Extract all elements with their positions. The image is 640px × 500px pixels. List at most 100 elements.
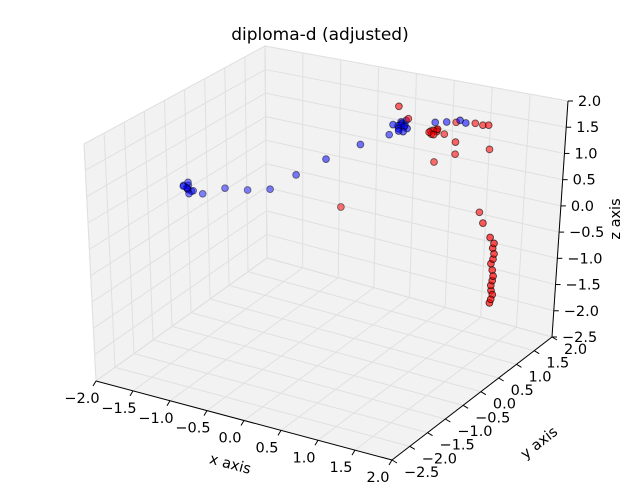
x-tick-label: −1.0 <box>138 411 173 427</box>
z-grid-line <box>86 92 266 198</box>
y-tick-label: −0.5 <box>475 410 510 426</box>
z-grid-line <box>91 186 267 303</box>
data-point <box>183 183 191 192</box>
y-axis-line <box>391 336 553 461</box>
z-grid-line <box>266 186 558 259</box>
data-point <box>184 185 192 194</box>
z-tick-label: −0.5 <box>569 225 604 241</box>
z-tick-label: 1.0 <box>574 146 597 162</box>
z-axis-line <box>551 100 569 338</box>
x-tick-label: −0.5 <box>175 421 210 437</box>
y-tick <box>445 418 451 423</box>
data-point <box>429 130 438 139</box>
data-point <box>490 239 498 248</box>
z-grid-line <box>265 116 563 181</box>
y-grid-line <box>204 78 211 300</box>
x-grid-line <box>409 73 417 298</box>
y-grid-line <box>209 298 499 379</box>
tick-marks <box>92 100 573 466</box>
data-point <box>243 186 252 194</box>
data-point <box>404 114 413 123</box>
x-tick-label: 0.0 <box>218 431 241 447</box>
y-grid-line <box>163 100 173 327</box>
data-point <box>394 127 403 135</box>
data-point <box>486 295 495 304</box>
y-grid-line <box>83 143 97 382</box>
scatter-points <box>179 102 498 307</box>
z-grid-line <box>265 139 561 207</box>
data-point <box>292 171 300 179</box>
x-grid-line <box>169 277 339 402</box>
x-grid-line <box>243 297 410 421</box>
data-point <box>322 155 330 163</box>
y-grid-line <box>228 284 517 365</box>
data-point <box>221 184 229 193</box>
y-tick-label: 0.5 <box>511 383 534 399</box>
z-grid-line <box>266 257 553 338</box>
x-tick-label: 1.0 <box>292 450 315 466</box>
data-point <box>451 150 459 159</box>
x-grid-line <box>354 326 517 451</box>
x-grid-line <box>132 267 303 392</box>
chart-title: diploma-d (adjusted) <box>231 25 408 45</box>
y-tick <box>409 445 416 450</box>
x-tick <box>314 439 319 446</box>
y-tick-label: −1.5 <box>440 438 475 454</box>
z-tick-label: −2.0 <box>564 304 599 320</box>
x-tick <box>351 449 356 456</box>
y-grid-line <box>114 366 410 447</box>
data-point <box>356 140 365 149</box>
x-tick <box>388 459 393 466</box>
data-point <box>395 102 403 111</box>
data-point <box>440 130 449 138</box>
z-grid-line <box>266 210 556 286</box>
y-tick-label: 1.0 <box>528 369 551 385</box>
y-grid-line <box>224 67 230 286</box>
z-tick-label: 0.5 <box>573 173 596 189</box>
x-tick-label: −2.0 <box>64 391 99 407</box>
x-tick <box>240 420 245 426</box>
x-tick <box>203 410 208 416</box>
z-grid-line <box>266 233 554 312</box>
data-point <box>385 130 394 139</box>
y-grid-line <box>143 111 154 341</box>
data-point <box>430 158 438 166</box>
z-grid-line <box>265 69 567 128</box>
data-point <box>471 119 480 128</box>
data-point <box>389 120 397 129</box>
data-point <box>198 189 207 198</box>
y-tick <box>533 350 540 355</box>
x-grid-line <box>206 287 375 412</box>
y-axis-label: y axis <box>518 424 561 463</box>
data-point <box>475 208 484 217</box>
data-point <box>185 189 193 198</box>
data-point <box>490 250 498 258</box>
tick-labels: −2.0−1.5−1.0−0.50.00.51.01.52.0 −2.5−2.0−… <box>64 94 604 486</box>
y-tick-label: −2.0 <box>422 451 457 467</box>
z-axis-label: z axis <box>608 198 624 239</box>
x-tick <box>92 380 97 387</box>
z-grid-line <box>265 163 560 233</box>
z-tick-label: −1.0 <box>567 251 602 267</box>
y-grid-line <box>184 89 192 313</box>
x-grid-line <box>337 59 342 278</box>
y-tick <box>462 404 469 409</box>
data-point <box>484 121 493 130</box>
y-tick-label: 1.5 <box>546 356 569 372</box>
y-grid-line <box>264 45 268 259</box>
data-point <box>486 233 494 242</box>
z-grid-line <box>94 234 268 356</box>
x-tick-label: −1.5 <box>101 401 136 417</box>
z-grid-line <box>90 163 267 277</box>
z-tick-label: −2.5 <box>562 330 597 346</box>
y-grid-line <box>190 312 482 393</box>
z-grid-line <box>93 210 267 329</box>
z-tick-label: 1.5 <box>576 120 599 136</box>
data-point <box>189 186 198 195</box>
grid-lines <box>83 45 569 461</box>
x-tick <box>129 390 134 397</box>
data-point <box>485 145 494 154</box>
data-point <box>451 138 460 146</box>
data-point <box>431 118 440 127</box>
x-grid-line <box>373 66 380 288</box>
